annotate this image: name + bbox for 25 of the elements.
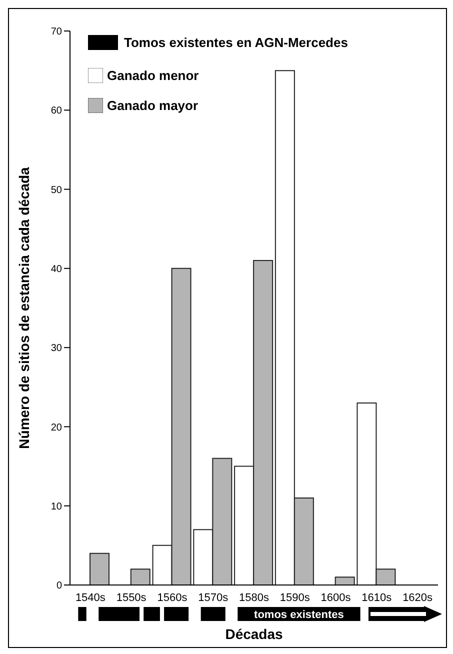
- x-tick-label: 1590s: [280, 592, 310, 604]
- text: tomos existentes: [254, 609, 344, 621]
- bar: [130, 568, 150, 585]
- x-tick-label: 1610s: [362, 592, 392, 604]
- x-tick-label: 1550s: [116, 592, 147, 604]
- x-tick-label: 1600s: [320, 592, 352, 604]
- y-axis-title: Número de sitios de estancia cada década: [16, 167, 32, 449]
- y-tick-label: 50: [50, 184, 62, 196]
- legend-label: Ganado mayor: [107, 98, 198, 113]
- legend-label: Ganado menor: [107, 68, 199, 83]
- y-tick-label: 30: [50, 343, 62, 354]
- y-tick-label: 20: [50, 422, 62, 434]
- x-axis-title: Décadas: [224, 626, 284, 642]
- x-tick-label: 1570s: [198, 592, 229, 604]
- x-tick-label: 1580s: [239, 592, 270, 604]
- y-tick-label: 10: [50, 501, 62, 512]
- y-tick-label: 60: [50, 106, 62, 117]
- bar: [90, 552, 110, 585]
- x-tick-label: 1540s: [75, 592, 106, 604]
- y-tick-label: 40: [50, 264, 62, 275]
- y-tick-label: 0: [56, 580, 62, 592]
- y-tick-label: 70: [50, 26, 62, 38]
- x-tick-label: 1620s: [402, 592, 434, 604]
- annotation: Tomos existentes en AGN-Mercedes: [124, 35, 348, 50]
- x-tick-label: 1560s: [157, 592, 188, 604]
